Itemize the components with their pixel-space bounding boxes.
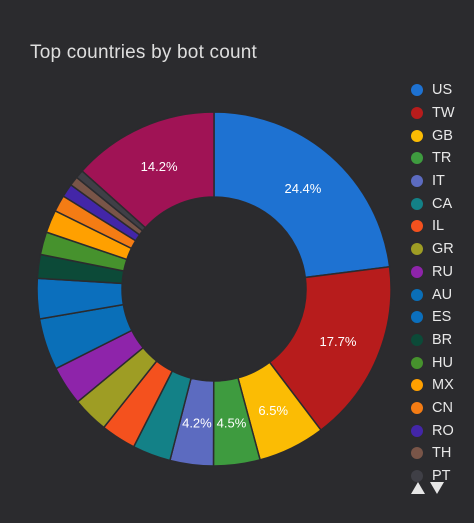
legend-swatch bbox=[411, 288, 423, 301]
slice-percent-label: 4.5% bbox=[217, 415, 247, 430]
legend-swatch bbox=[411, 107, 423, 120]
legend-item[interactable]: MX bbox=[411, 374, 455, 397]
legend-swatch bbox=[411, 152, 423, 165]
legend-swatch bbox=[411, 311, 423, 324]
legend-swatch bbox=[411, 197, 423, 210]
legend-item[interactable]: BR bbox=[411, 329, 455, 352]
slice-percent-label: 14.2% bbox=[141, 159, 178, 174]
donut-slice-us[interactable] bbox=[213, 111, 391, 279]
chart-title: Top countries by bot count bbox=[30, 42, 258, 63]
legend-page-down-button[interactable] bbox=[429, 480, 444, 495]
legend-swatch bbox=[411, 356, 423, 369]
legend-label: TR bbox=[432, 150, 452, 167]
legend-label: TH bbox=[432, 445, 452, 462]
legend-swatch bbox=[411, 84, 423, 97]
legend-swatch bbox=[411, 470, 423, 483]
legend-item[interactable]: GR bbox=[411, 238, 455, 261]
legend-pager bbox=[410, 480, 444, 495]
legend-swatch bbox=[411, 265, 423, 278]
triangle-up-icon bbox=[410, 481, 425, 494]
legend-label: GR bbox=[432, 241, 454, 258]
triangle-down-icon bbox=[429, 481, 444, 494]
legend-item[interactable]: GB bbox=[411, 124, 455, 147]
legend-swatch bbox=[411, 333, 423, 346]
legend-swatch bbox=[411, 379, 423, 392]
legend-item[interactable]: RO bbox=[411, 419, 455, 442]
legend-label: AU bbox=[432, 286, 453, 303]
legend-label: HU bbox=[432, 354, 453, 371]
slice-percent-label: 24.4% bbox=[284, 181, 321, 196]
legend-label: CA bbox=[432, 195, 453, 212]
legend-label: TW bbox=[432, 105, 455, 122]
legend-item[interactable]: TH bbox=[411, 442, 455, 465]
legend-swatch bbox=[411, 243, 423, 256]
legend-item[interactable]: RU bbox=[411, 261, 455, 284]
legend-item[interactable]: US bbox=[411, 79, 455, 102]
legend-label: RU bbox=[432, 263, 453, 280]
legend-item[interactable]: IT bbox=[411, 170, 455, 193]
legend-swatch bbox=[411, 447, 423, 460]
legend-label: PT bbox=[432, 468, 451, 485]
legend-item[interactable]: ES bbox=[411, 306, 455, 329]
legend-item[interactable]: PT bbox=[411, 465, 455, 488]
slice-percent-label: 4.2% bbox=[182, 415, 212, 430]
legend-page-up-button[interactable] bbox=[410, 480, 425, 495]
slice-percent-label: 6.5% bbox=[258, 403, 288, 418]
legend-label: CN bbox=[432, 399, 453, 416]
legend-swatch bbox=[411, 424, 423, 437]
slice-percent-label: 17.7% bbox=[320, 334, 357, 349]
legend-label: BR bbox=[432, 331, 453, 348]
legend-label: US bbox=[432, 82, 453, 99]
legend: US TW GB TR IT CA IL GR RU AU ES BR HU MX CN RO TH PT bbox=[411, 79, 455, 487]
legend-item[interactable]: TW bbox=[411, 102, 455, 125]
legend-item[interactable]: AU bbox=[411, 283, 455, 306]
legend-item[interactable]: HU bbox=[411, 351, 455, 374]
legend-item[interactable]: TR bbox=[411, 147, 455, 170]
legend-item[interactable]: IL bbox=[411, 215, 455, 238]
legend-label: RO bbox=[432, 422, 454, 439]
legend-swatch bbox=[411, 129, 423, 142]
legend-swatch bbox=[411, 220, 423, 233]
legend-label: IT bbox=[432, 173, 445, 190]
legend-item[interactable]: CN bbox=[411, 397, 455, 420]
legend-swatch bbox=[411, 401, 423, 414]
legend-item[interactable]: CA bbox=[411, 192, 455, 215]
legend-swatch bbox=[411, 175, 423, 188]
legend-label: GB bbox=[432, 127, 453, 144]
donut-slice-other[interactable] bbox=[81, 111, 215, 229]
legend-label: IL bbox=[432, 218, 445, 235]
legend-label: MX bbox=[432, 377, 454, 394]
legend-label: ES bbox=[432, 309, 452, 326]
